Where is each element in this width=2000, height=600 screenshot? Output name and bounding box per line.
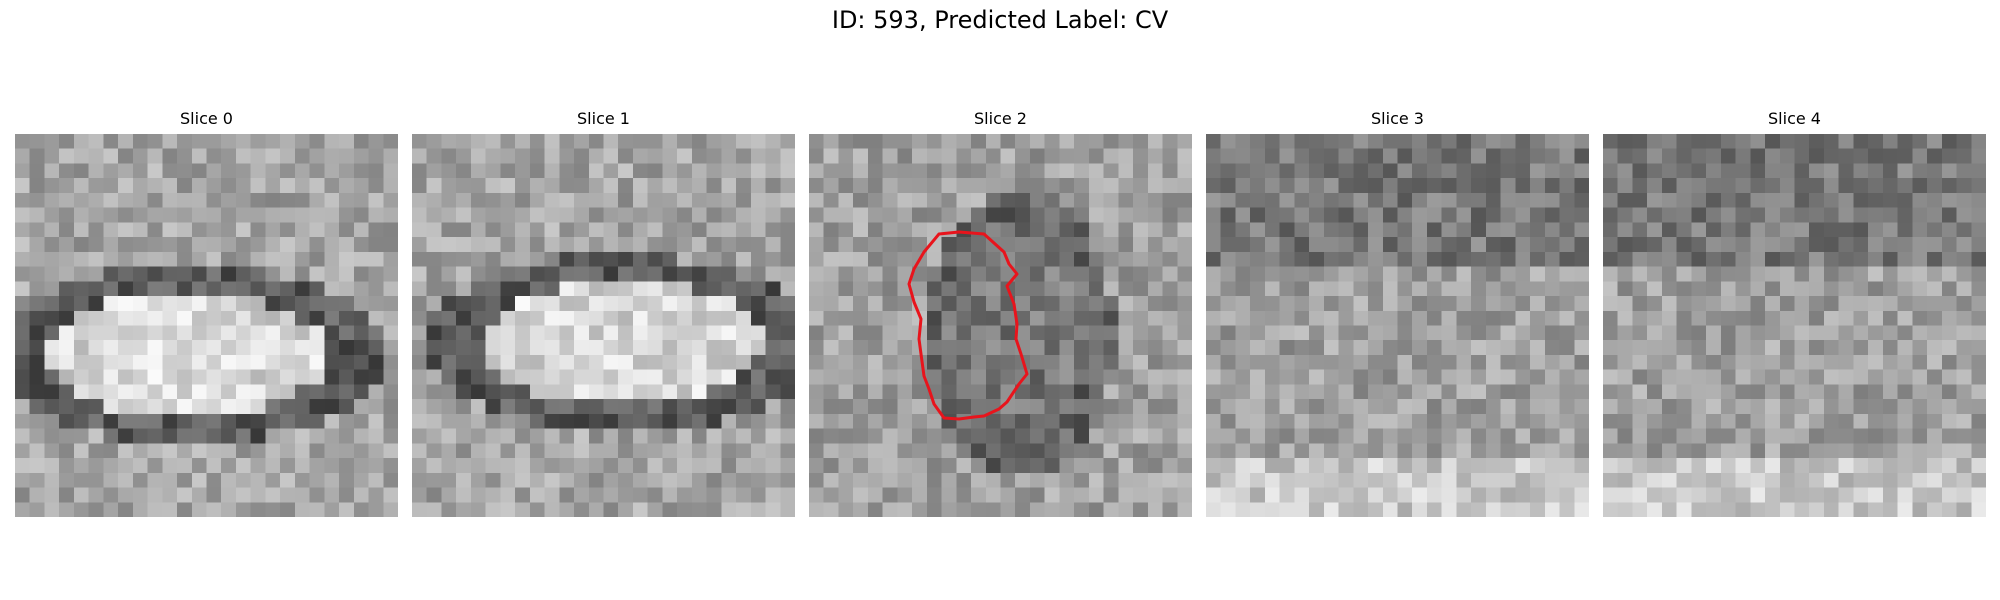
slice-label-0: Slice 0	[180, 109, 233, 128]
slice-image-2	[809, 134, 1192, 517]
slice-image-4	[1603, 134, 1986, 517]
slice-label-1: Slice 1	[577, 109, 630, 128]
slice-image-1	[412, 134, 795, 517]
slice-label-3: Slice 3	[1371, 109, 1424, 128]
slice-panel-2: Slice 2	[809, 108, 1192, 517]
slice-panel-4: Slice 4	[1603, 108, 1986, 517]
slice-panel-0: Slice 0	[15, 108, 398, 517]
slice-image-0	[15, 134, 398, 517]
slice-image-3	[1206, 134, 1589, 517]
slice-label-2: Slice 2	[974, 109, 1027, 128]
slice-label-4: Slice 4	[1768, 109, 1821, 128]
slice-panel-1: Slice 1	[412, 108, 795, 517]
figure-title: ID: 593, Predicted Label: CV	[831, 6, 1169, 34]
slice-panel-3: Slice 3	[1206, 108, 1589, 517]
